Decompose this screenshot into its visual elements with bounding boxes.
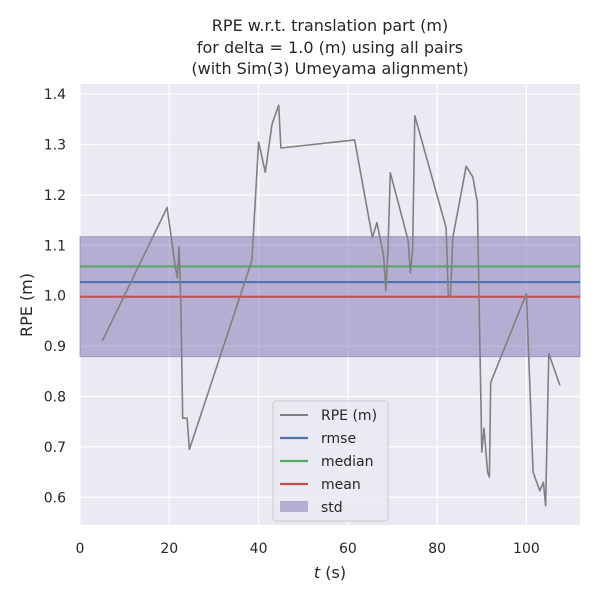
y-tick-label: 1.0 (44, 289, 66, 305)
y-tick-labels: 0.6 0.7 0.8 0.9 1.0 1.1 1.2 1.3 1.4 (44, 87, 66, 506)
x-tick-label: 100 (513, 541, 540, 557)
x-tick-labels: 0 20 40 60 80 100 (76, 541, 540, 557)
y-tick-label: 0.7 (44, 440, 66, 456)
y-tick-label: 0.8 (44, 389, 66, 405)
legend-mean-label: mean (321, 477, 361, 493)
rpe-series-line (101, 104, 561, 507)
y-tick-label: 0.6 (44, 490, 66, 506)
x-axis-label-unit: (s) (320, 563, 346, 582)
x-axis-label: t (s) (314, 563, 346, 582)
x-tick-label: 80 (428, 541, 446, 557)
y-tick-label: 1.2 (44, 188, 66, 204)
x-tick-label: 20 (160, 541, 178, 557)
legend-rmse-label: rmse (321, 431, 356, 447)
chart-title-line-2: for delta = 1.0 (m) using all pairs (197, 38, 463, 57)
y-axis-label: RPE (m) (17, 273, 36, 337)
chart-title-line-1: RPE w.r.t. translation part (m) (212, 16, 448, 35)
y-tick-label: 1.1 (44, 238, 66, 254)
y-tick-label: 1.3 (44, 137, 66, 153)
x-axis-label-var: t (314, 563, 321, 582)
legend-rpe-label: RPE (m) (321, 408, 377, 424)
legend-std-label: std (321, 500, 343, 516)
chart-title-line-3: (with Sim(3) Umeyama alignment) (191, 59, 468, 78)
legend-std-swatch (280, 501, 308, 512)
x-tick-label: 60 (339, 541, 357, 557)
legend-median-label: median (321, 454, 373, 470)
y-tick-label: 1.4 (44, 87, 66, 103)
legend-box (272, 400, 389, 522)
y-tick-label: 0.9 (44, 339, 66, 355)
x-tick-label: 40 (250, 541, 268, 557)
legend: RPE (m) rmse median mean std (272, 400, 389, 522)
x-tick-label: 0 (76, 541, 85, 557)
